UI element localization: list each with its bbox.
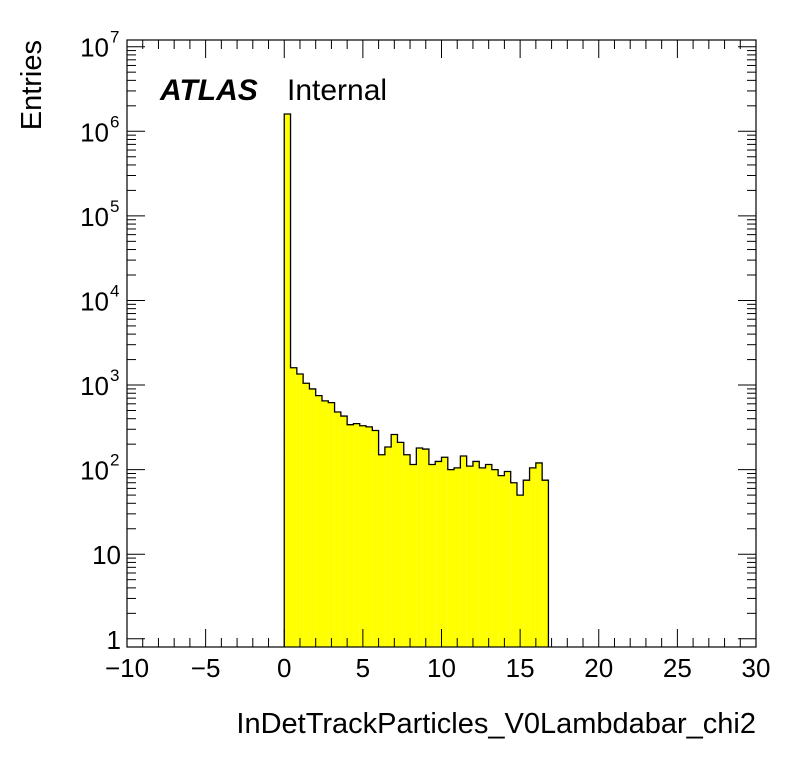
histogram-bin	[397, 442, 404, 647]
y-tick-label: 10	[92, 540, 121, 570]
y-tick-label: 10	[80, 286, 109, 316]
histogram-bin	[391, 434, 398, 647]
histogram-bin	[491, 469, 499, 647]
histogram-bin	[535, 462, 543, 647]
histogram-bin	[403, 454, 411, 647]
x-tick-labels: −10 −5 0 5 10 15 20 25 30	[105, 653, 771, 683]
histogram-bin	[441, 457, 448, 647]
histogram-bin	[510, 482, 517, 647]
x-tick-label: −10	[105, 653, 149, 683]
y-tick-exponent: 6	[110, 112, 119, 131]
histogram-bin	[340, 416, 348, 647]
y-tick-exponent: 7	[110, 28, 119, 47]
histogram-bin	[296, 374, 304, 647]
histogram-bin	[309, 388, 316, 647]
histogram-bin	[479, 467, 486, 647]
y-tick-label: 10	[80, 371, 109, 401]
histogram-bin	[410, 464, 417, 647]
histogram-bin	[523, 480, 530, 647]
x-tick-label: −5	[191, 653, 221, 683]
x-tick-label: 15	[506, 653, 535, 683]
histogram-bin	[372, 430, 379, 647]
histogram-bin	[516, 495, 524, 647]
histogram-bin	[428, 464, 436, 647]
histogram-bin	[454, 467, 461, 647]
histogram-bin	[347, 424, 354, 647]
histogram-bin	[284, 114, 291, 648]
axis-ticks	[126, 40, 757, 647]
histogram-bin	[359, 425, 367, 647]
histogram-bin	[529, 467, 536, 647]
x-tick-label: 5	[356, 653, 370, 683]
histogram-bin	[485, 464, 492, 647]
histogram-bin	[422, 449, 429, 647]
y-tick-label: 10	[80, 33, 109, 63]
x-tick-label: 10	[427, 653, 456, 683]
histogram-bin	[435, 461, 442, 647]
y-tick-exponent: 2	[110, 451, 119, 470]
x-tick-label: 20	[584, 653, 613, 683]
x-tick-label: 30	[742, 653, 771, 683]
histogram-bin	[353, 423, 360, 647]
x-tick-label: 25	[663, 653, 692, 683]
histogram-bin	[472, 461, 480, 647]
histogram-bin	[321, 400, 329, 647]
histogram-bin	[498, 475, 505, 647]
histogram-bin	[378, 454, 385, 647]
histogram-bin	[460, 455, 467, 647]
histogram-bin	[290, 367, 297, 647]
y-tick-exponent: 5	[110, 197, 119, 216]
histogram-outline	[283, 113, 550, 647]
atlas-label: ATLAS	[159, 74, 258, 107]
x-tick-label: 0	[277, 653, 291, 683]
internal-label: Internal	[287, 74, 387, 107]
y-tick-label: 10	[80, 117, 109, 147]
histogram-bin	[416, 448, 423, 647]
plot-frame	[126, 39, 757, 648]
y-tick-label: 10	[80, 202, 109, 232]
histogram-bin	[504, 471, 511, 647]
y-tick-exponent: 4	[110, 281, 119, 300]
histogram-bin	[334, 412, 341, 647]
histogram-bin	[447, 469, 455, 647]
histogram-bin	[366, 426, 373, 647]
histogram-bin	[328, 402, 335, 647]
histogram-bin	[303, 383, 310, 647]
y-tick-label: 10	[80, 456, 109, 486]
histogram-bars	[283, 113, 550, 648]
x-axis-label: InDetTrackParticles_V0Lambdabar_chi2	[236, 708, 756, 740]
histogram-bin	[466, 466, 473, 647]
histogram-bin	[542, 480, 549, 647]
y-axis-label: Entries	[16, 40, 48, 130]
histogram-bin	[384, 447, 392, 647]
y-tick-exponent: 3	[110, 366, 119, 385]
y-tick-label: 1	[107, 625, 121, 655]
histogram-bin	[315, 395, 322, 647]
